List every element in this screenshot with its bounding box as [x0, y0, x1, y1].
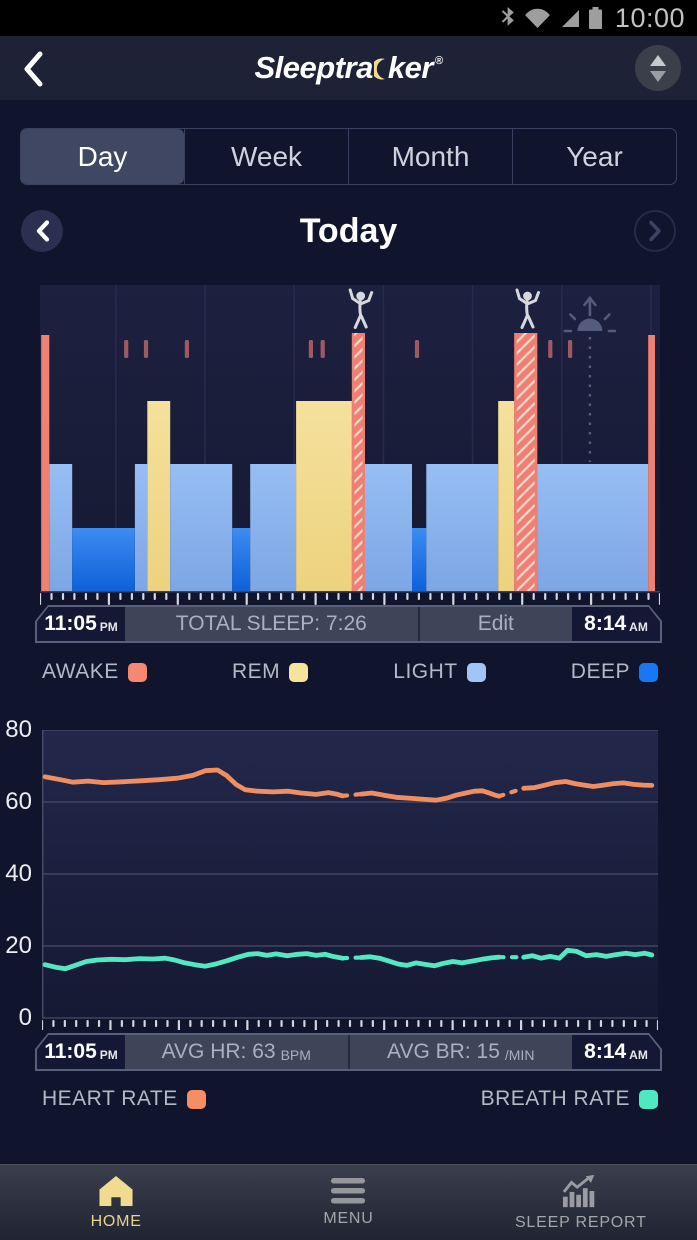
avg-breath-rate: AVG BR: 15 /MIN [350, 1035, 573, 1069]
light-color-chip [466, 662, 486, 682]
vitals-end-value: 8:14 [584, 1040, 627, 1063]
legend-heart-rate: HEART RATE [42, 1087, 206, 1111]
sleep-end-time: 8:14 AM [572, 607, 660, 641]
vitals-summary-bar: 11:05 PM AVG HR: 63 BPM AVG BR: 15 /MIN … [35, 1033, 662, 1071]
y-axis-tick-label: 60 [5, 788, 32, 815]
tab-year[interactable]: Year [512, 129, 676, 184]
back-chevron-icon [24, 51, 43, 87]
y-axis-tick-label: 20 [5, 932, 32, 959]
edit-button[interactable]: Edit [420, 607, 572, 641]
registered-mark: ® [434, 55, 443, 67]
status-bar: 10:00 [0, 0, 697, 36]
date-title: Today [299, 211, 398, 250]
vitals-y-axis: 80 60 40 20 0 [0, 716, 38, 1031]
vitals-chart-canvas [42, 730, 658, 1030]
vitals-chart: 80 60 40 20 0 [5, 716, 658, 1031]
y-axis-tick-label: 80 [5, 716, 32, 743]
back-button[interactable] [18, 50, 48, 88]
legend-awake-label: AWAKE [42, 660, 119, 683]
previous-day-button[interactable] [21, 210, 63, 252]
sleep-stage-chart-canvas [40, 285, 660, 605]
breath-rate-color-chip [639, 1089, 658, 1109]
triangle-up-icon [650, 54, 666, 66]
vitals-end-time: 8:14 AM [572, 1035, 660, 1069]
tab-week[interactable]: Week [184, 129, 348, 184]
selector-button[interactable] [635, 45, 681, 91]
avg-br-text: AVG BR: 15 [387, 1040, 500, 1063]
legend-deep-label: DEEP [570, 660, 630, 683]
battery-icon [588, 7, 602, 29]
vitals-end-suffix: AM [629, 1047, 648, 1062]
vitals-start-time: 11:05 PM [37, 1035, 125, 1069]
menu-icon [331, 1177, 366, 1203]
nav-menu[interactable]: MENU [232, 1165, 464, 1240]
avg-br-unit: /MIN [504, 1046, 535, 1063]
total-sleep-text: TOTAL SLEEP: 7:26 [175, 612, 367, 635]
date-nav: Today [0, 205, 697, 257]
nav-home-label: HOME [90, 1212, 142, 1230]
wifi-icon [525, 8, 550, 28]
sleep-report-icon [562, 1174, 595, 1207]
chevron-left-icon [36, 220, 49, 242]
rem-color-chip [289, 662, 309, 682]
tab-day[interactable]: Day [21, 129, 184, 184]
avg-hr-text: AVG HR: 63 [161, 1040, 276, 1063]
y-axis-tick-label: 40 [5, 860, 32, 887]
sleep-stage-chart [40, 285, 660, 605]
legend-rem-label: REM [231, 660, 281, 683]
logo-text-pre: Sleeptra [254, 50, 374, 85]
nav-menu-label: MENU [323, 1209, 374, 1227]
awake-color-chip [127, 662, 147, 682]
vitals-summary-bar-inner: 11:05 PM AVG HR: 63 BPM AVG BR: 15 /MIN … [37, 1035, 660, 1069]
nav-sleep-report-label: SLEEP REPORT [514, 1213, 647, 1231]
legend-breath-rate: BREATH RATE [481, 1087, 658, 1111]
status-time: 10:00 [614, 2, 685, 33]
avg-hr-unit: BPM [280, 1046, 311, 1063]
deep-color-chip [638, 662, 658, 682]
crescent-moon-icon [373, 58, 385, 80]
bottom-navigation: HOME MENU SLEEP REPORT [0, 1164, 697, 1240]
next-day-button[interactable] [634, 210, 676, 252]
sleep-end-value: 8:14 [584, 612, 627, 635]
legend-breath-rate-label: BREATH RATE [480, 1087, 630, 1110]
bar-divider [418, 607, 420, 641]
legend-awake: AWAKE [42, 660, 147, 684]
legend-light: LIGHT [393, 660, 486, 684]
home-icon [99, 1175, 133, 1206]
vitals-start-value: 11:05 [44, 1040, 97, 1063]
tab-month[interactable]: Month [348, 129, 512, 184]
sleep-stage-legend: AWAKE REM LIGHT DEEP [42, 660, 658, 684]
app-header: Sleeptra ker ® [0, 36, 697, 100]
bluetooth-icon [501, 6, 514, 26]
cellular-signal-icon [561, 9, 579, 27]
sleep-start-value: 11:05 [44, 612, 97, 635]
legend-heart-rate-label: HEART RATE [42, 1087, 178, 1110]
avg-heart-rate: AVG HR: 63 BPM [125, 1035, 348, 1069]
nav-sleep-report[interactable]: SLEEP REPORT [465, 1165, 697, 1240]
sleep-summary-bar: 11:05 PM TOTAL SLEEP: 7:26 Edit 8:14 AM [35, 605, 662, 643]
nav-home[interactable]: HOME [0, 1165, 232, 1240]
triangle-down-icon [650, 70, 666, 82]
legend-light-label: LIGHT [393, 660, 458, 683]
sleep-end-suffix: AM [629, 619, 648, 634]
sleeptracker-logo: Sleeptra ker ® [255, 50, 443, 86]
total-sleep-label: TOTAL SLEEP: 7:26 [125, 607, 418, 641]
chevron-right-icon [648, 220, 661, 242]
legend-deep: DEEP [571, 660, 658, 684]
y-axis-tick-label: 0 [18, 1004, 32, 1031]
legend-rem: REM [231, 660, 309, 684]
sleep-start-time: 11:05 PM [37, 607, 125, 641]
edit-button-label: Edit [477, 612, 514, 635]
vitals-legend: HEART RATE BREATH RATE [42, 1087, 658, 1111]
vitals-start-suffix: PM [99, 1047, 118, 1062]
bar-divider [348, 1035, 350, 1069]
heart-rate-color-chip [186, 1089, 206, 1109]
sleep-start-suffix: PM [99, 619, 118, 634]
sleep-summary-bar-inner: 11:05 PM TOTAL SLEEP: 7:26 Edit 8:14 AM [37, 607, 660, 641]
logo-text-post: ker [387, 50, 434, 85]
period-tabs: Day Week Month Year [20, 128, 677, 185]
